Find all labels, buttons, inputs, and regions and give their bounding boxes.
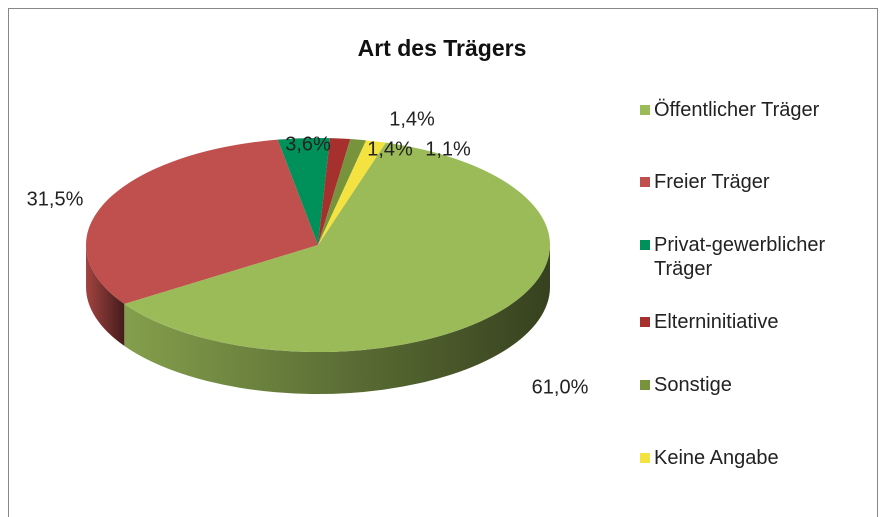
legend-swatch — [640, 453, 650, 463]
data-label: 1,1% — [425, 138, 471, 160]
slice — [318, 140, 386, 245]
slice — [86, 139, 319, 304]
legend-item: Privat-gewerblicher Träger — [640, 233, 870, 281]
legend-item: Keine Angabe — [640, 446, 870, 470]
slice — [277, 138, 330, 245]
legend-item: Öffentlicher Träger — [640, 98, 870, 122]
legend-item: Sonstige — [640, 373, 870, 397]
legend-swatch — [640, 105, 650, 115]
slice-side — [86, 245, 125, 346]
slice — [318, 139, 367, 245]
legend-label: Privat-gewerblicher Träger — [654, 234, 826, 280]
legend-label: Öffentlicher Träger — [654, 99, 820, 121]
legend-item: Freier Träger — [640, 170, 870, 194]
legend-label: Elterninitiative — [654, 311, 779, 333]
legend-label: Freier Träger — [654, 171, 770, 193]
legend-swatch — [640, 380, 650, 390]
legend-swatch — [640, 177, 650, 187]
legend-swatch — [640, 317, 650, 327]
data-label: 1,4% — [389, 108, 435, 130]
data-label: 1,4% — [367, 138, 413, 160]
legend-item: Elterninitiative — [640, 310, 870, 334]
slice — [124, 142, 551, 352]
data-label: 31,5% — [27, 188, 84, 210]
data-label: 3,6% — [285, 133, 331, 155]
legend-label: Keine Angabe — [654, 447, 779, 469]
legend-swatch — [640, 240, 650, 250]
data-label: 61,0% — [532, 376, 589, 398]
slice — [318, 138, 351, 245]
chart-title: Art des Trägers — [358, 35, 527, 61]
slice-side — [124, 245, 550, 394]
legend-label: Sonstige — [654, 374, 732, 396]
